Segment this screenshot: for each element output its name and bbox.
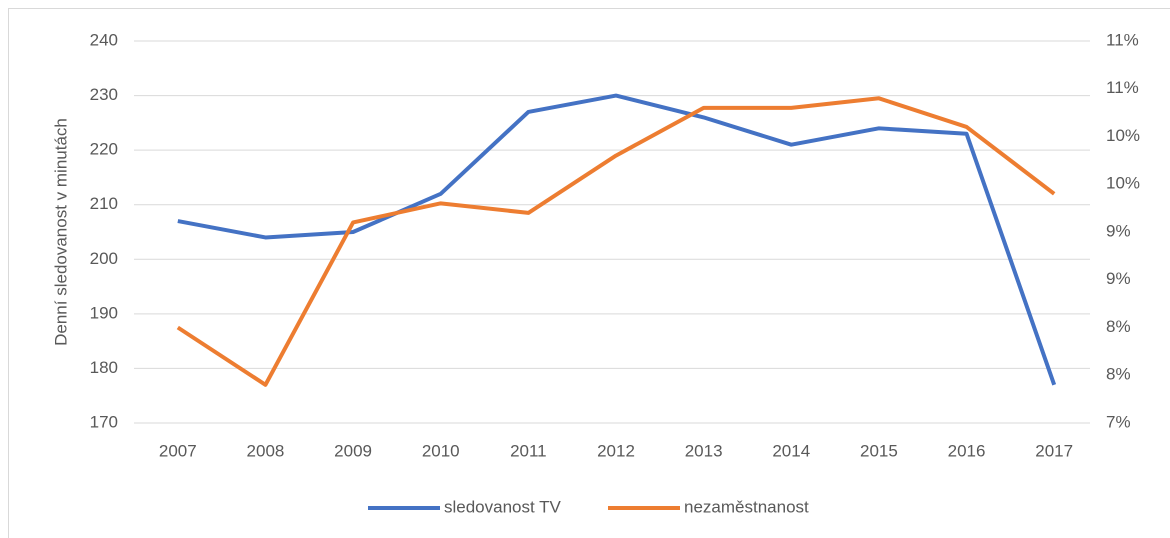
legend-label: sledovanost TV [444,497,562,516]
x-tick-label: 2017 [1035,441,1073,460]
y-tick-label: 170 [90,412,118,431]
x-tick-label: 2016 [948,441,986,460]
x-tick-label: 2015 [860,441,898,460]
y-tick-label: 180 [90,358,118,377]
y-tick-label: 210 [90,194,118,213]
y2-tick-label: 10% [1106,174,1140,193]
x-tick-label: 2008 [247,441,285,460]
y2-tick-label: 8% [1106,317,1131,336]
x-tick-label: 2009 [334,441,372,460]
x-tick-label: 2013 [685,441,723,460]
legend-label: nezaměstnanost [684,497,809,516]
y-tick-label: 190 [90,303,118,322]
x-tick-label: 2007 [159,441,197,460]
x-tick-label: 2012 [597,441,635,460]
x-tick-label: 2011 [510,441,547,460]
y-axis-title: Denní sledovanost v minutách [51,118,70,346]
y-tick-label: 200 [90,249,118,268]
x-tick-label: 2014 [772,441,810,460]
line-series [176,96,1056,387]
y-tick-label: 240 [90,30,118,49]
y2-tick-label: 10% [1106,126,1140,145]
y-tick-label: 220 [90,140,118,159]
y-tick-label: 230 [90,85,118,104]
y2-tick-label: 11% [1106,30,1139,49]
line-series [177,93,1057,386]
y2-tick-label: 8% [1106,365,1131,384]
x-tick-label: 2010 [422,441,460,460]
y2-tick-label: 9% [1106,221,1131,240]
y2-tick-label: 11% [1106,78,1139,97]
y2-tick-label: 7% [1106,412,1131,431]
chart-border [8,8,1170,538]
y2-tick-label: 9% [1106,269,1131,288]
